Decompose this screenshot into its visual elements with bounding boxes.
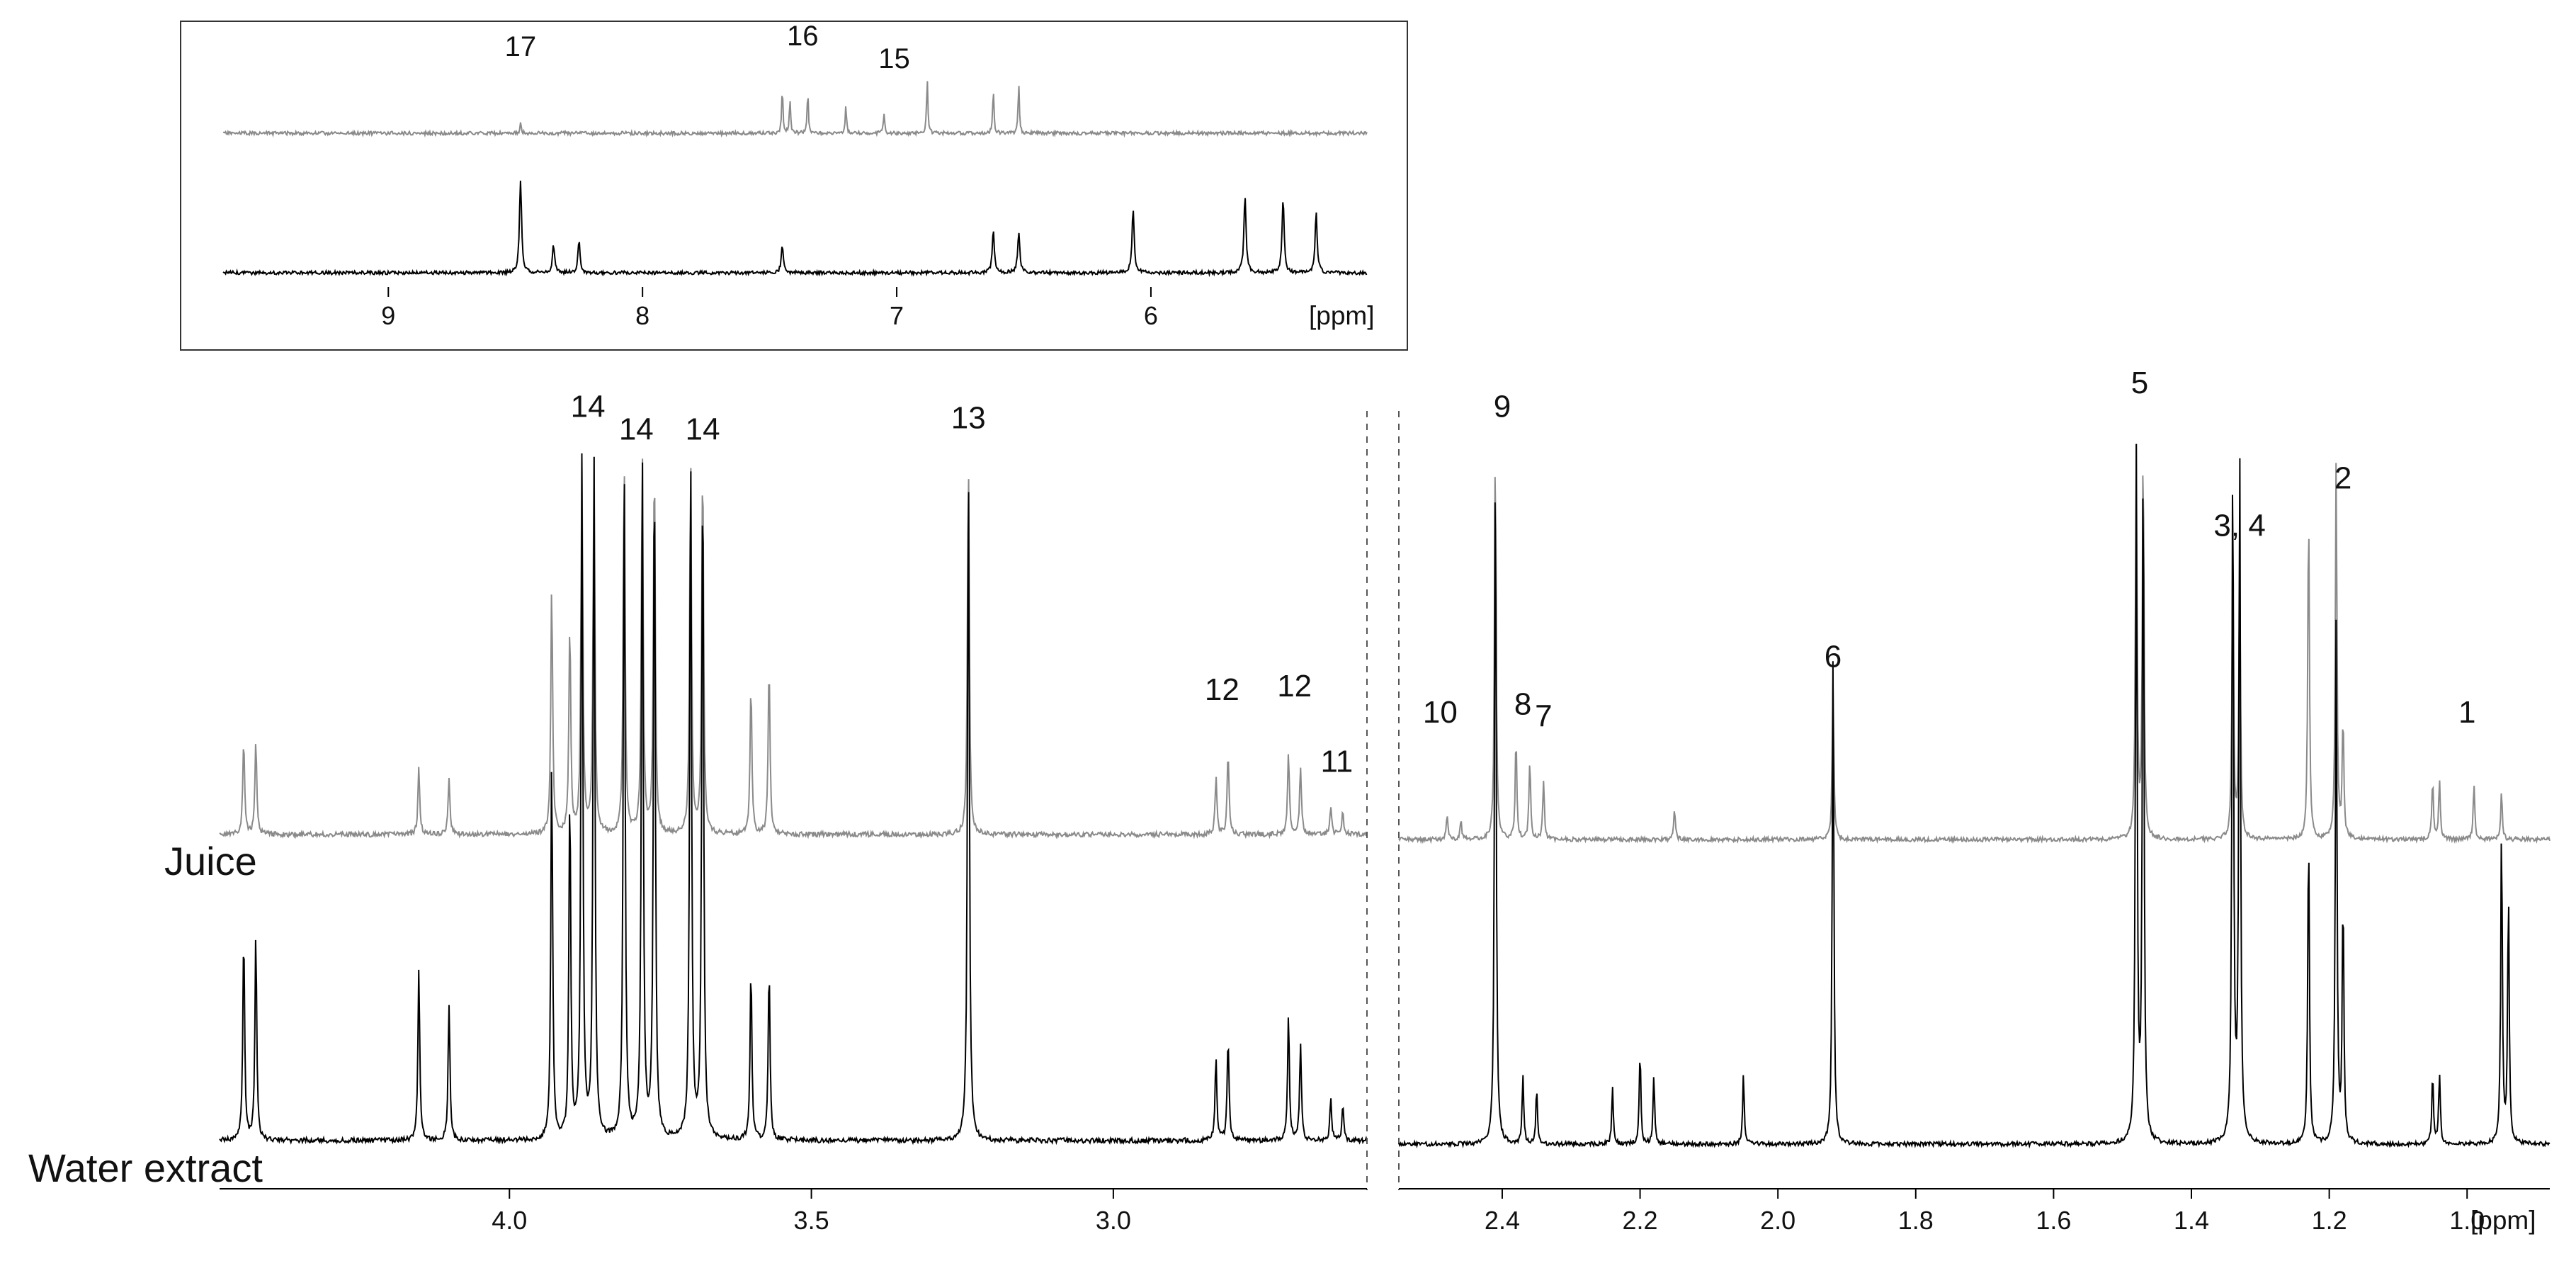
- inset-tick-label: 8: [635, 301, 649, 330]
- right-tick-label: 1.6: [2036, 1206, 2071, 1235]
- left-peak-label: 11: [1321, 744, 1354, 779]
- right-peak-label: 2: [2334, 460, 2351, 495]
- series-label-water-extract: Water extract: [28, 1146, 263, 1190]
- series-label-juice: Juice: [164, 839, 257, 883]
- right-peak-labels: 10 9 8 7 6 5 3, 4 2 1: [1423, 366, 2476, 733]
- left-peak-label: 13: [951, 400, 986, 435]
- right-tick-label: 1.8: [1898, 1206, 1934, 1235]
- right-peak-label: 5: [2131, 366, 2148, 400]
- right-peak-label: 3, 4: [2213, 509, 2265, 543]
- left-tick-label: 3.0: [1096, 1206, 1131, 1235]
- left-axis-ticks: 4.0 3.5 3.0: [492, 1189, 1131, 1235]
- right-peak-label: 7: [1535, 699, 1552, 733]
- right-water-extract-spectrum: [1398, 443, 2551, 1149]
- right-tick-label: 1.4: [2174, 1206, 2209, 1235]
- inset-unit-label: [ppm]: [1309, 301, 1375, 330]
- right-peak-label: 6: [1825, 639, 1842, 674]
- inset-axis-ticks: 9 8 7 6: [381, 287, 1158, 330]
- main-unit-label: [ppm]: [2470, 1206, 2536, 1235]
- left-peak-label: 12: [1277, 669, 1312, 703]
- left-peak-labels: 14 14 14 13 12 12 11: [571, 389, 1354, 779]
- inset-water-extract-spectrum: [222, 180, 1368, 278]
- left-tick-label: 4.0: [492, 1206, 527, 1235]
- inset-peak-label: 16: [787, 21, 819, 52]
- inset-peak-label: 15: [878, 43, 910, 74]
- inset-juice-spectrum: [222, 81, 1368, 138]
- right-peak-label: 1: [2458, 695, 2475, 730]
- left-peak-label: 14: [571, 389, 606, 424]
- right-tick-label: 2.4: [1485, 1206, 1520, 1235]
- inset-tick-label: 6: [1144, 301, 1158, 330]
- inset-tick-label: 7: [890, 301, 904, 330]
- left-water-extract-spectrum: [219, 453, 1368, 1146]
- right-juice-spectrum: [1398, 443, 2551, 844]
- main-panel-right: 2.4 2.2 2.0 1.8 1.6 1.4 1.2 1.0 10 9 8 7 6 5 3, 4 2 1: [1398, 366, 2551, 1235]
- left-peak-label: 14: [686, 412, 720, 446]
- inset-tick-label: 9: [381, 301, 395, 330]
- right-peak-label: 8: [1514, 687, 1531, 722]
- right-tick-label: 2.0: [1760, 1206, 1795, 1235]
- main-panel-left: 4.0 3.5 3.0 14 14 14 13 12 12 11: [219, 389, 1368, 1235]
- left-juice-spectrum: [219, 456, 1368, 840]
- right-axis-ticks: 2.4 2.2 2.0 1.8 1.6 1.4 1.2 1.0: [1485, 1189, 2485, 1235]
- right-peak-label: 10: [1423, 695, 1458, 730]
- inset-peak-labels: 17 16 15: [505, 21, 910, 74]
- left-peak-label: 14: [619, 412, 654, 446]
- right-tick-label: 2.2: [1623, 1206, 1658, 1235]
- right-tick-label: 1.2: [2312, 1206, 2347, 1235]
- right-peak-label: 9: [1494, 390, 1511, 424]
- inset-aromatic-region: 9 8 7 6 17 16 15 [ppm]: [180, 21, 1408, 351]
- left-tick-label: 3.5: [794, 1206, 829, 1235]
- inset-peak-label: 17: [505, 31, 537, 62]
- left-peak-label: 12: [1205, 672, 1239, 707]
- right-tick-label: 1.0: [2449, 1206, 2485, 1235]
